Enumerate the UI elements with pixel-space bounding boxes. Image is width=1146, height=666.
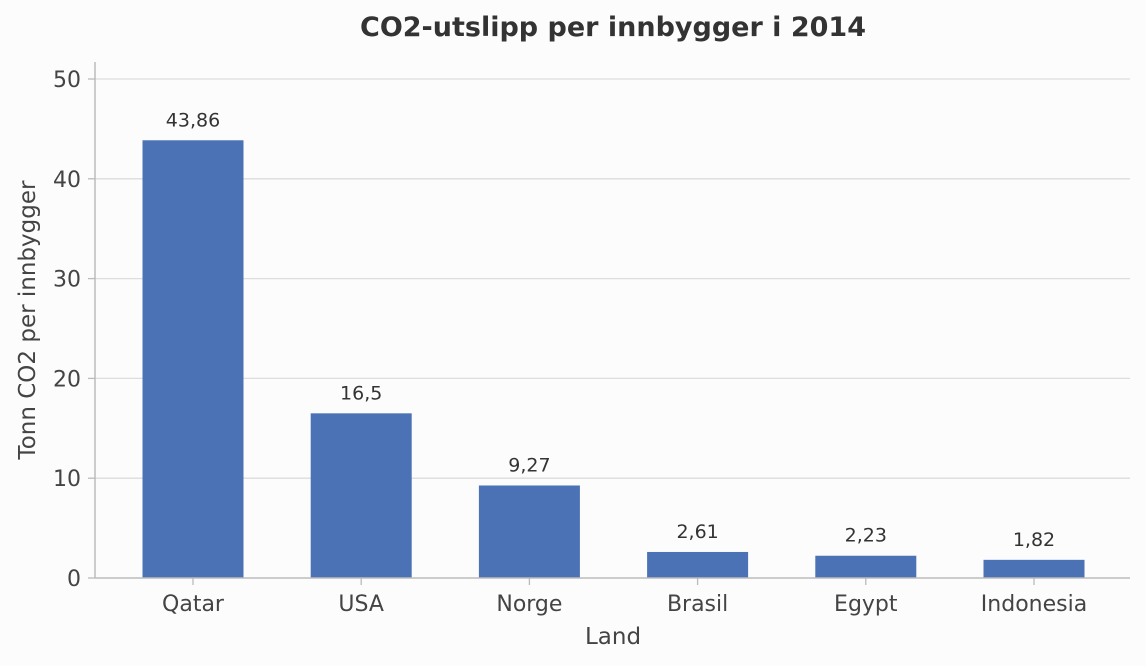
x-tick-label: Egypt xyxy=(834,592,898,617)
chart-title: CO2-utslipp per innbygger i 2014 xyxy=(360,12,866,43)
y-axis-label: Tonn CO2 per innbygger xyxy=(15,180,41,460)
bar xyxy=(142,140,244,578)
x-tick-label: Norge xyxy=(496,592,562,617)
bar-value-label: 16,5 xyxy=(340,382,382,404)
y-tick-label: 0 xyxy=(67,567,81,592)
y-tick-label: 30 xyxy=(53,268,81,293)
bar xyxy=(310,413,412,578)
bar-value-label: 9,27 xyxy=(508,454,550,476)
x-tick-label: USA xyxy=(338,592,384,617)
axes xyxy=(88,62,1130,585)
gridlines xyxy=(95,78,1130,479)
y-tick-label: 10 xyxy=(53,467,81,492)
y-tick-labels: 0 10 20 30 40 50 xyxy=(53,68,81,592)
value-labels: 43,86 16,5 9,27 2,61 2,23 1,82 xyxy=(166,109,1055,551)
x-tick-labels: Qatar USA Norge Brasil Egypt Indonesia xyxy=(162,592,1087,617)
x-tick-label: Brasil xyxy=(667,592,728,617)
y-tick-label: 40 xyxy=(53,168,81,193)
y-tick-label: 50 xyxy=(53,68,81,93)
y-tick-label: 20 xyxy=(53,367,81,392)
bar-value-label: 2,23 xyxy=(845,525,887,547)
bar xyxy=(983,559,1085,578)
bars xyxy=(142,140,1085,578)
x-tick-label: Qatar xyxy=(162,592,225,617)
bar-value-label: 43,86 xyxy=(166,109,220,131)
bar xyxy=(647,551,749,578)
bar xyxy=(478,485,580,578)
bar-value-label: 1,82 xyxy=(1013,529,1055,551)
bar-value-label: 2,61 xyxy=(676,521,718,543)
x-axis-label: Land xyxy=(585,624,641,650)
x-tick-label: Indonesia xyxy=(981,592,1087,617)
bar xyxy=(815,555,917,578)
